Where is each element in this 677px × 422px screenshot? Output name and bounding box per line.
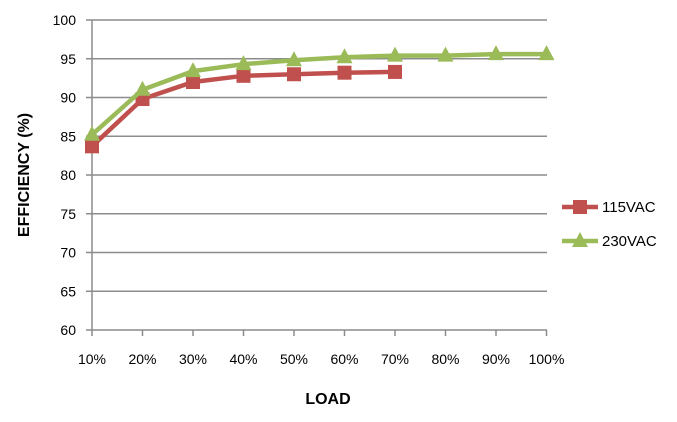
data-point-115VAC xyxy=(388,64,402,79)
data-point-230VAC xyxy=(286,51,302,67)
y-tick-label: 85 xyxy=(60,128,76,144)
x-tick-label: 90% xyxy=(482,351,510,367)
data-point-115VAC xyxy=(337,65,352,80)
data-point-230VAC xyxy=(437,46,454,62)
data-point-230VAC xyxy=(488,45,504,61)
series-line-230VAC xyxy=(90,51,547,137)
data-point-230VAC xyxy=(185,62,201,78)
y-tick-label: 95 xyxy=(60,51,76,67)
series-line-115VAC xyxy=(90,69,396,148)
y-tick-label: 75 xyxy=(60,206,76,222)
data-point-230VAC xyxy=(336,48,353,64)
x-tick-label: 70% xyxy=(381,351,409,367)
x-tick-label: 80% xyxy=(431,351,459,367)
x-tick-label: 30% xyxy=(179,351,207,367)
x-tick-label: 40% xyxy=(229,351,257,367)
x-tick-label: 10% xyxy=(78,351,106,367)
data-point-115VAC xyxy=(186,75,200,89)
x-tick-label: 20% xyxy=(128,351,156,367)
x-tick-label: 50% xyxy=(280,351,308,367)
x-tick-label: 100% xyxy=(529,351,565,367)
y-tick-label: 90 xyxy=(60,90,76,106)
y-tick-label: 65 xyxy=(60,283,76,299)
x-axis-label: LOAD xyxy=(305,391,350,408)
y-tick-label: 100 xyxy=(53,12,77,28)
legend-label: 230VAC xyxy=(602,233,657,250)
x-tick-label: 60% xyxy=(330,351,358,367)
legend-marker xyxy=(572,232,588,247)
data-point-230VAC xyxy=(134,80,151,96)
legend-label: 115VAC xyxy=(602,199,656,216)
y-axis-label: EFFICIENCY (%) xyxy=(16,113,33,237)
data-point-230VAC xyxy=(387,46,403,62)
data-point-115VAC xyxy=(287,67,301,82)
y-tick-label: 70 xyxy=(60,245,76,261)
y-tick-label: 80 xyxy=(60,167,76,183)
data-point-230VAC xyxy=(84,125,100,141)
data-point-230VAC xyxy=(538,45,555,61)
data-point-230VAC xyxy=(235,55,252,71)
data-point-115VAC xyxy=(236,68,251,83)
legend-marker xyxy=(573,200,587,214)
data-point-115VAC xyxy=(85,139,99,154)
y-tick-label: 60 xyxy=(60,322,76,338)
